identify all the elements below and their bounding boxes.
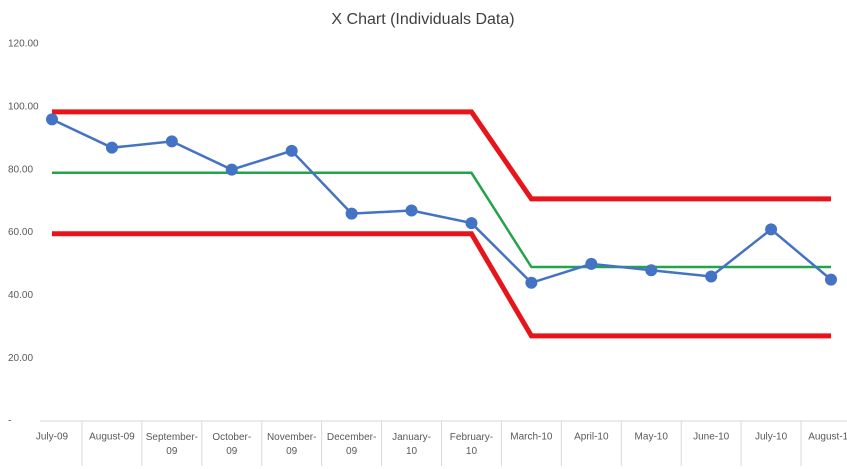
data-point (645, 264, 658, 277)
data-point (585, 257, 598, 270)
x-tick-label-part: December- (327, 432, 376, 443)
x-tick-label-part: November- (267, 432, 316, 443)
x-tick-label: January- 10 (392, 432, 431, 457)
x-tick-label-part: 10 (406, 446, 418, 457)
x-tick-label: July-10 (755, 432, 788, 443)
x-tick-label-part: September- (146, 432, 198, 443)
x-tick-label: August-09 (89, 432, 135, 443)
series-line (51, 118, 832, 285)
series-line (52, 109, 831, 202)
data-point (765, 223, 778, 236)
x-tick-label: February- 10 (450, 432, 493, 457)
y-tick-label: 100.00 (8, 101, 39, 112)
x-tick-label-part: 09 (346, 446, 358, 457)
x-tick-label: September- 09 (146, 432, 198, 457)
chart-title: X Chart (Individuals Data) (331, 11, 514, 28)
x-tick-label: August-10 (808, 432, 847, 443)
y-tick-label: - (8, 416, 11, 427)
x-tick-label-part: 09 (286, 446, 298, 457)
y-tick-label: 120.00 (8, 39, 39, 50)
x-tick-label: June-10 (693, 432, 730, 443)
data-point (825, 273, 837, 286)
series-line (52, 171, 831, 269)
x-tick-label-part: 09 (166, 446, 178, 457)
data-point (285, 144, 298, 157)
x-tick-label: November- 09 (267, 432, 316, 457)
x-tick-label-part: October- (212, 432, 251, 443)
x-tick-label-part: January- (392, 432, 431, 443)
series-line (52, 231, 831, 339)
data-point (46, 113, 58, 126)
data-point (465, 217, 478, 230)
data-point (525, 276, 538, 289)
y-tick-label: 20.00 (8, 353, 33, 364)
data-point (165, 135, 178, 148)
x-tick-label: October- 09 (212, 432, 251, 457)
x-tick-label: March-10 (510, 432, 553, 443)
x-tick-label-part: 10 (466, 446, 478, 457)
x-tick-label: May-10 (635, 432, 669, 443)
x-tick-label: April-10 (574, 432, 609, 443)
x-tick-label: July-09 (36, 432, 69, 443)
data-point (405, 204, 418, 217)
x-tick-label-part: February- (450, 432, 493, 443)
data-point (705, 270, 718, 283)
data-point (225, 163, 238, 176)
x-tick-label-part: 09 (226, 446, 238, 457)
y-tick-label: 80.00 (8, 164, 33, 175)
y-tick-label: 40.00 (8, 290, 33, 301)
y-tick-label: 60.00 (8, 227, 33, 238)
data-point (105, 141, 118, 154)
x-tick-label: December- 09 (327, 432, 376, 457)
data-point (345, 207, 358, 220)
